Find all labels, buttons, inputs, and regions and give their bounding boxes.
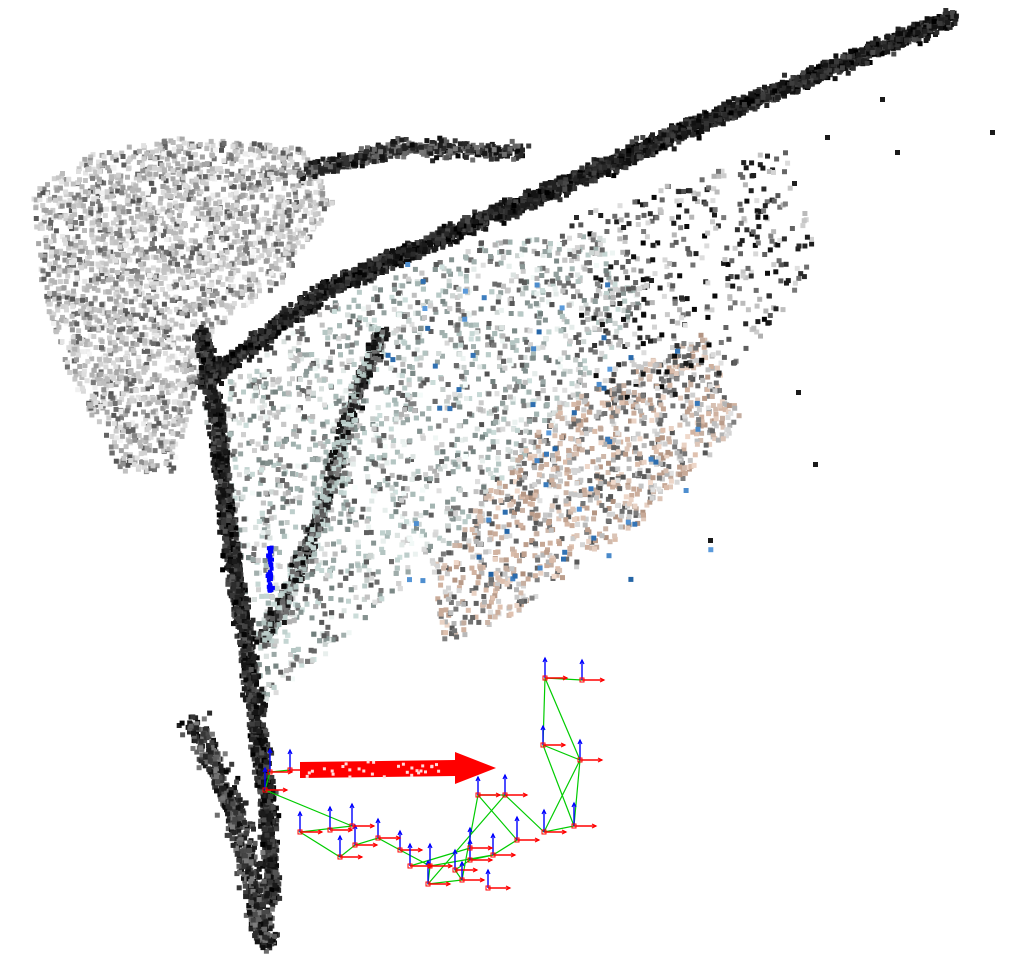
point-cloud xyxy=(31,8,995,954)
camera-frame-axes-icon xyxy=(490,832,517,858)
camera-frame-axes-icon xyxy=(577,738,604,763)
blue-point-marker-icon xyxy=(265,545,275,593)
camera-frame-axes-icon xyxy=(262,766,289,793)
camera-frame-axes-icon xyxy=(407,842,434,869)
camera-frame-axes-icon xyxy=(485,868,512,891)
camera-frame-axes-icon xyxy=(327,805,354,833)
camera-frame-axes-icon xyxy=(459,860,486,883)
camera-frame-axes-icon xyxy=(475,775,502,798)
camera-frame-axes-icon xyxy=(541,808,568,835)
camera-frame-axes-icon xyxy=(349,802,376,829)
camera-frame-axes-icon xyxy=(502,773,529,798)
red-direction-arrow-icon xyxy=(300,752,496,784)
camera-frame-axes-icon xyxy=(540,724,567,748)
camera-frame-axes-icon xyxy=(375,817,402,841)
camera-frame-axes-icon xyxy=(467,826,494,851)
camera-trajectory xyxy=(264,677,583,885)
camera-frame-axes-icon xyxy=(571,801,598,829)
camera-frame-axes-icon xyxy=(337,834,364,860)
camera-frame-axes-icon xyxy=(579,658,606,683)
camera-frame-axes-icon xyxy=(297,810,324,835)
camera-frame-axes-icon xyxy=(467,838,494,863)
camera-poses xyxy=(262,656,606,891)
camera-frame-axes-icon xyxy=(542,656,569,681)
camera-frame-axes-icon xyxy=(452,848,479,873)
camera-frame-axes-icon xyxy=(514,815,541,843)
camera-frame-axes-icon xyxy=(397,829,424,853)
camera-frame-axes-icon xyxy=(352,823,379,848)
